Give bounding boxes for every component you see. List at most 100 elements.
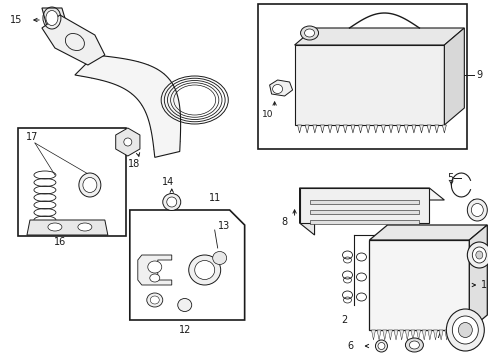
Polygon shape [305,125,308,133]
Polygon shape [335,125,339,133]
Polygon shape [42,15,104,65]
Ellipse shape [475,251,482,259]
Polygon shape [404,125,407,133]
Polygon shape [138,255,171,285]
Ellipse shape [149,274,160,282]
Polygon shape [376,330,380,340]
Polygon shape [369,225,487,240]
Text: 16: 16 [54,237,66,247]
Text: 1: 1 [480,280,487,290]
Polygon shape [294,45,444,125]
Text: 13: 13 [217,221,229,231]
Text: 6: 6 [346,341,353,351]
Polygon shape [350,125,354,133]
Polygon shape [449,330,453,340]
Text: 3: 3 [470,243,476,253]
Ellipse shape [304,29,314,37]
Polygon shape [269,80,292,96]
Polygon shape [396,125,400,133]
Ellipse shape [446,309,483,351]
Ellipse shape [166,197,176,207]
Ellipse shape [82,177,97,193]
Polygon shape [410,330,414,340]
Polygon shape [438,330,442,340]
Text: 14: 14 [162,177,174,187]
Ellipse shape [150,296,159,304]
Polygon shape [42,8,68,30]
Polygon shape [309,210,419,214]
Polygon shape [399,330,403,340]
Text: 8: 8 [281,217,287,227]
Ellipse shape [470,203,482,216]
Polygon shape [129,210,244,320]
Polygon shape [467,330,470,340]
Polygon shape [366,125,369,133]
Ellipse shape [457,323,471,338]
Ellipse shape [471,247,485,263]
Ellipse shape [300,26,318,40]
Ellipse shape [123,138,132,146]
Polygon shape [393,330,397,340]
Ellipse shape [375,340,386,352]
Polygon shape [27,220,108,235]
Polygon shape [388,125,392,133]
Polygon shape [373,125,377,133]
Ellipse shape [177,298,191,311]
Polygon shape [116,128,140,156]
Ellipse shape [467,199,487,221]
Polygon shape [444,330,448,340]
Ellipse shape [79,173,101,197]
Ellipse shape [48,223,62,231]
Ellipse shape [188,255,220,285]
Bar [18,128,125,236]
Polygon shape [455,330,459,340]
Text: 7: 7 [434,330,441,340]
Ellipse shape [405,338,423,352]
Ellipse shape [451,316,477,344]
Polygon shape [343,125,346,133]
Polygon shape [419,125,423,133]
Ellipse shape [212,252,226,265]
Polygon shape [299,188,314,235]
Ellipse shape [46,10,58,26]
Polygon shape [434,125,438,133]
Polygon shape [461,330,465,340]
Text: 15: 15 [10,15,22,25]
Ellipse shape [146,293,163,307]
Polygon shape [299,188,428,223]
Polygon shape [381,125,385,133]
Polygon shape [299,188,444,200]
Polygon shape [75,55,180,157]
Polygon shape [320,125,324,133]
Polygon shape [405,330,408,340]
Polygon shape [369,240,468,330]
Text: 4: 4 [468,199,474,209]
Ellipse shape [194,261,214,279]
Polygon shape [327,125,331,133]
Ellipse shape [377,342,384,350]
Ellipse shape [467,242,488,268]
Polygon shape [427,330,431,340]
Polygon shape [312,125,316,133]
Polygon shape [382,330,386,340]
Polygon shape [358,125,362,133]
Ellipse shape [163,194,181,211]
Polygon shape [442,125,446,133]
Polygon shape [297,125,301,133]
Text: 17: 17 [26,132,38,142]
Polygon shape [444,28,464,125]
Ellipse shape [78,223,92,231]
Polygon shape [371,330,375,340]
Text: 5: 5 [446,173,452,183]
Polygon shape [421,330,426,340]
Text: 18: 18 [127,159,140,169]
Polygon shape [387,330,391,340]
Text: 2: 2 [341,315,347,325]
Polygon shape [411,125,415,133]
Ellipse shape [408,341,419,349]
Text: 9: 9 [475,70,482,80]
Text: 12: 12 [178,325,190,335]
Polygon shape [309,200,419,204]
Text: 10: 10 [262,109,273,118]
Polygon shape [432,330,437,340]
